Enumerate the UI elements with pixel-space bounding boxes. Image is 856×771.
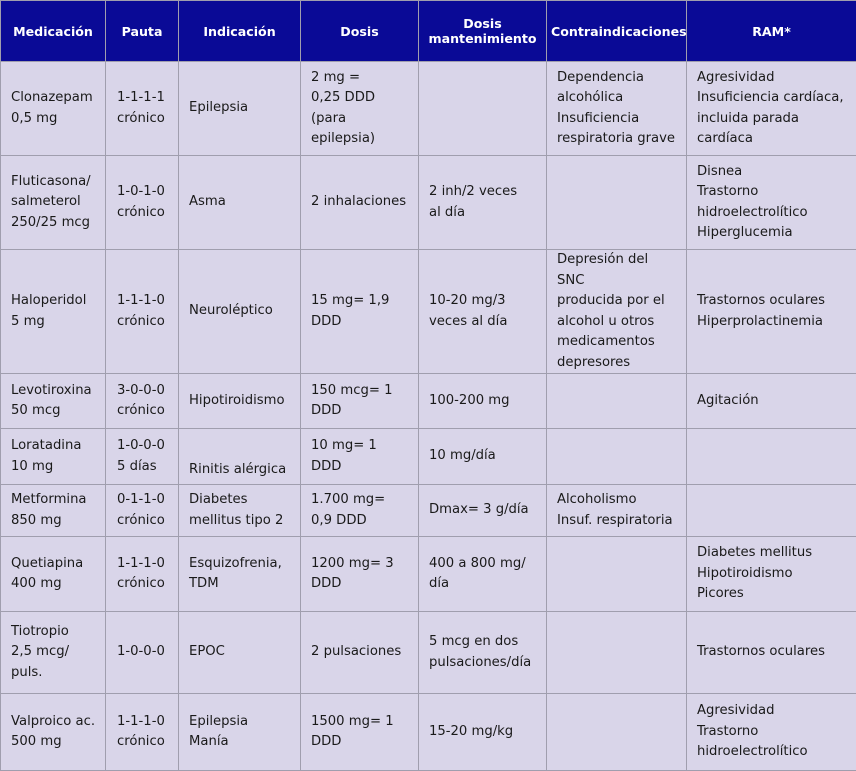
cell-pauta: 1-0-0-0 [106,612,179,694]
header-ram: RAM* [687,1,856,62]
cell-contraindicaciones [547,612,687,694]
cell-dosis: 2 inhalaciones [301,156,419,250]
cell-pauta: 1-0-0-0 5 días [106,429,179,485]
cell-dosis-mantenimiento: 5 mcg en dos pulsaciones/día [419,612,547,694]
cell-pauta: 1-1-1-0 crónico [106,250,179,374]
cell-contraindicaciones [547,156,687,250]
cell-ram: Disnea Trastorno hidroelectrolítico Hipe… [687,156,856,250]
header-dosis: Dosis [301,1,419,62]
cell-dosis: 2 mg = 0,25 DDD (para epilepsia) [301,62,419,156]
cell-contraindicaciones: Alcoholismo Insuf. respiratoria [547,485,687,537]
cell-medicacion: Tiotropio 2,5 mcg/ puls. [1,612,106,694]
header-indicacion: Indicación [179,1,301,62]
cell-dosis-mantenimiento: 10-20 mg/3 veces al día [419,250,547,374]
table-row: Tiotropio 2,5 mcg/ puls. 1-0-0-0 EPOC 2 … [1,612,856,694]
cell-dosis: 15 mg= 1,9 DDD [301,250,419,374]
cell-indicacion: Neuroléptico [179,250,301,374]
header-dosis-mantenimiento: Dosis mantenimiento [419,1,547,62]
cell-indicacion: EPOC [179,612,301,694]
cell-pauta: 1-1-1-0 crónico [106,694,179,771]
cell-pauta: 1-1-1-1 crónico [106,62,179,156]
cell-contraindicaciones [547,374,687,429]
cell-dosis-mantenimiento: Dmax= 3 g/día [419,485,547,537]
cell-dosis-mantenimiento: 10 mg/día [419,429,547,485]
cell-dosis-mantenimiento: 15-20 mg/kg [419,694,547,771]
cell-pauta: 3-0-0-0 crónico [106,374,179,429]
cell-medicacion: Haloperidol 5 mg [1,250,106,374]
cell-dosis: 150 mcg= 1 DDD [301,374,419,429]
cell-contraindicaciones: Depresión del SNC producida por el alcoh… [547,250,687,374]
table-row: Fluticasona/ salmeterol 250/25 mcg 1-0-1… [1,156,856,250]
header-pauta: Pauta [106,1,179,62]
table-row: Levotiroxina 50 mcg 3-0-0-0 crónico Hipo… [1,374,856,429]
cell-indicacion: Esquizofrenia, TDM [179,537,301,612]
cell-dosis: 1500 mg= 1 DDD [301,694,419,771]
cell-medicacion: Quetiapina 400 mg [1,537,106,612]
cell-ram: Diabetes mellitus Hipotiroidismo Picores [687,537,856,612]
cell-dosis-mantenimiento: 100-200 mg [419,374,547,429]
cell-dosis: 2 pulsaciones [301,612,419,694]
cell-ram: Agitación [687,374,856,429]
cell-medicacion: Fluticasona/ salmeterol 250/25 mcg [1,156,106,250]
cell-contraindicaciones: Dependencia alcohólica Insuficiencia res… [547,62,687,156]
cell-medicacion: Levotiroxina 50 mcg [1,374,106,429]
cell-medicacion: Valproico ac. 500 mg [1,694,106,771]
cell-medicacion: Metformina 850 mg [1,485,106,537]
header-medicacion: Medicación [1,1,106,62]
cell-medicacion: Clonazepam 0,5 mg [1,62,106,156]
cell-contraindicaciones [547,537,687,612]
cell-dosis-mantenimiento: 400 a 800 mg/ día [419,537,547,612]
cell-medicacion: Loratadina 10 mg [1,429,106,485]
table-row: Valproico ac. 500 mg 1-1-1-0 crónico Epi… [1,694,856,771]
cell-indicacion: Hipotiroidismo [179,374,301,429]
cell-contraindicaciones [547,429,687,485]
cell-pauta: 1-0-1-0 crónico [106,156,179,250]
cell-ram: Trastornos oculares [687,612,856,694]
cell-contraindicaciones [547,694,687,771]
header-contraindicaciones: Contraindicaciones [547,1,687,62]
table-row: Metformina 850 mg 0-1-1-0 crónico Diabet… [1,485,856,537]
cell-ram [687,485,856,537]
cell-dosis: 1200 mg= 3 DDD [301,537,419,612]
cell-indicacion: Epilepsia Manía [179,694,301,771]
cell-indicacion: Diabetes mellitus tipo 2 [179,485,301,537]
table-row: Clonazepam 0,5 mg 1-1-1-1 crónico Epilep… [1,62,856,156]
table-row: Haloperidol 5 mg 1-1-1-0 crónico Neurolé… [1,250,856,374]
cell-indicacion: Epilepsia [179,62,301,156]
cell-indicacion: Asma [179,156,301,250]
table-row: Quetiapina 400 mg 1-1-1-0 crónico Esquiz… [1,537,856,612]
cell-dosis: 10 mg= 1 DDD [301,429,419,485]
cell-dosis-mantenimiento [419,62,547,156]
cell-dosis-mantenimiento: 2 inh/2 veces al día [419,156,547,250]
cell-ram: Agresividad Insuficiencia cardíaca, incl… [687,62,856,156]
cell-ram: Trastornos oculares Hiperprolactinemia [687,250,856,374]
cell-ram [687,429,856,485]
cell-indicacion: Rinitis alérgica [179,429,301,485]
table-header-row: Medicación Pauta Indicación Dosis Dosis … [1,1,856,62]
cell-dosis: 1.700 mg= 0,9 DDD [301,485,419,537]
cell-pauta: 0-1-1-0 crónico [106,485,179,537]
cell-ram: Agresividad Trastorno hidroelectrolítico [687,694,856,771]
cell-pauta: 1-1-1-0 crónico [106,537,179,612]
table-row: Loratadina 10 mg 1-0-0-0 5 días Rinitis … [1,429,856,485]
